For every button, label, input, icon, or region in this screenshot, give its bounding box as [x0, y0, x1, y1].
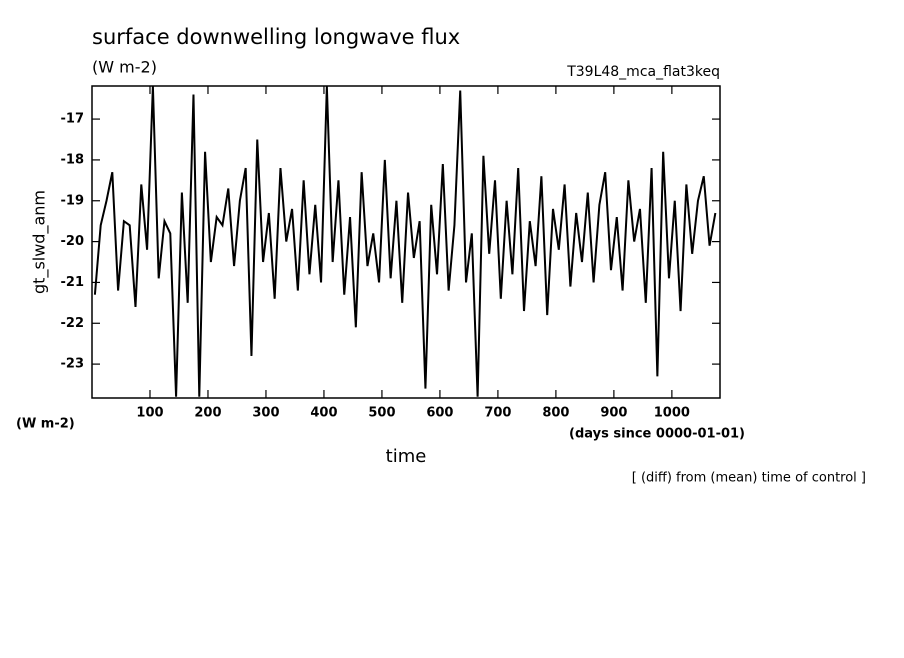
x-tick-label: 1000 — [654, 406, 690, 421]
y-unit: (W m-2) — [16, 417, 75, 432]
y-tick-label: -19 — [61, 193, 85, 208]
x-tick-label: 200 — [194, 406, 221, 421]
y-tick-label: -17 — [61, 112, 85, 127]
y-tick-label: -23 — [61, 357, 85, 372]
chart-subtitle: (W m-2) — [92, 58, 157, 77]
x-tick-label: 800 — [542, 406, 569, 421]
chart-title: surface downwelling longwave flux — [92, 25, 460, 49]
x-axis-label: time — [386, 446, 427, 467]
y-axis-label: gt_slwd_anm — [30, 190, 50, 294]
annotation: T39L48_mca_flat3keq — [566, 64, 720, 80]
x-tick-label: 300 — [252, 406, 279, 421]
x-tick-label: 900 — [600, 406, 627, 421]
y-tick-label: -21 — [61, 275, 85, 290]
y-tick-label: -20 — [61, 234, 85, 249]
y-tick-label: -22 — [61, 316, 85, 331]
footnote: [ (diff) from (mean) time of control ] — [632, 471, 866, 486]
x-tick-label: 500 — [368, 406, 395, 421]
x-tick-label: 400 — [310, 406, 337, 421]
x-unit: (days since 0000-01-01) — [569, 427, 745, 442]
x-tick-label: 100 — [136, 406, 163, 421]
data-line — [93, 86, 717, 397]
x-tick-label: 600 — [426, 406, 453, 421]
y-tick-label: -18 — [61, 152, 85, 167]
x-tick-label: 700 — [484, 406, 511, 421]
